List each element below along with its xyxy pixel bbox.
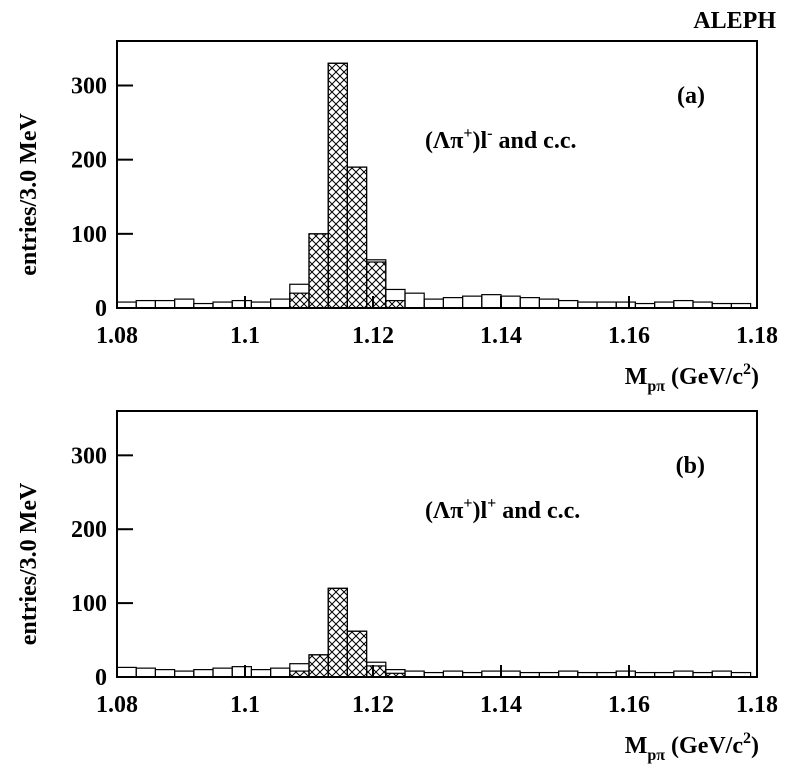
plot-frame: [116, 410, 758, 678]
channel-label-part: )l: [472, 498, 487, 524]
channel-label: (Λπ+)l- and c.c.: [425, 125, 576, 154]
channel-label-part: -: [487, 125, 492, 142]
plot-frame: [116, 40, 758, 309]
x-axis-label: Mpπ (GeV/c2): [625, 730, 759, 764]
histogram-bin: [327, 62, 349, 309]
channel-label-part: and c.c.: [496, 498, 580, 524]
histogram-bin: [250, 669, 272, 678]
x-axis-label-part: ): [751, 733, 759, 759]
x-tick-label: 1.14: [480, 323, 522, 349]
x-tick-label: 1.18: [736, 323, 778, 349]
histogram-bin: [308, 654, 329, 678]
channel-label-part: )l: [472, 128, 487, 154]
channel-label-part: (Λπ: [425, 128, 463, 154]
histogram-bin: [519, 297, 541, 309]
x-axis-label-part: M: [625, 733, 648, 759]
histogram-bin: [500, 295, 521, 309]
histogram-bin: [423, 298, 445, 309]
y-tick-label: 200: [71, 148, 107, 174]
x-axis-label-part: 2: [743, 361, 751, 378]
histogram-bin: [538, 298, 560, 309]
panel-annotation: (a): [677, 83, 705, 109]
x-tick-label: 1.08: [96, 323, 138, 349]
y-tick-label: 0: [95, 296, 107, 322]
histogram-bin: [346, 630, 368, 678]
histogram-bin: [174, 298, 195, 309]
channel-label-part: +: [463, 495, 472, 512]
histogram-bin: [673, 299, 694, 309]
histogram-bin: [135, 667, 156, 678]
y-tick-label: 200: [71, 517, 107, 543]
histogram-bin: [270, 298, 291, 309]
histogram-bin: [135, 299, 156, 309]
y-tick-label: 300: [71, 74, 107, 100]
histogram-bin: [404, 292, 425, 309]
x-axis-label-part: 2: [743, 730, 751, 747]
histogram-bin: [193, 669, 214, 678]
x-axis-label-part: (GeV/c: [665, 364, 743, 390]
histogram-bin: [557, 299, 579, 309]
histogram-bin: [308, 233, 329, 309]
histogram-bin: [231, 299, 252, 309]
y-tick-label: 300: [71, 443, 107, 469]
x-tick-label: 1.16: [608, 323, 650, 349]
histogram-bin: [366, 665, 387, 678]
histogram-bin: [481, 294, 502, 309]
x-axis-label: Mpπ (GeV/c2): [625, 361, 759, 395]
x-axis-label-part: pπ: [647, 378, 665, 395]
x-axis-label-part: (GeV/c: [665, 733, 743, 759]
x-tick-label: 1.14: [480, 692, 522, 718]
x-tick-label: 1.12: [352, 692, 394, 718]
histogram-bin: [346, 166, 368, 309]
y-tick-label: 100: [71, 222, 107, 248]
x-tick-label: 1.1: [230, 323, 260, 349]
x-axis-label-part: pπ: [647, 747, 665, 764]
histogram-bin: [327, 587, 349, 678]
histogram-bin: [116, 666, 137, 678]
x-axis-label-part: M: [625, 364, 648, 390]
y-axis-label: entries/3.0 MeV: [16, 113, 42, 276]
histogram-bin: [231, 666, 252, 678]
x-tick-label: 1.16: [608, 692, 650, 718]
channel-label-part: (Λπ: [425, 498, 463, 524]
experiment-label: ALEPH: [693, 8, 776, 34]
histogram-bin: [462, 295, 483, 309]
x-tick-label: 1.12: [352, 323, 394, 349]
channel-label-part: +: [463, 125, 472, 142]
x-tick-label: 1.08: [96, 692, 138, 718]
histogram-bin: [212, 667, 233, 678]
y-tick-label: 0: [95, 665, 107, 691]
histogram-bin: [154, 669, 176, 678]
y-axis-label: entries/3.0 MeV: [16, 482, 42, 645]
panel-annotation: (b): [676, 453, 705, 479]
histogram-bin: [442, 297, 464, 309]
histogram-bin: [366, 261, 387, 309]
channel-label-part: and c.c.: [492, 128, 576, 154]
y-tick-label: 100: [71, 591, 107, 617]
histogram-bin: [385, 299, 406, 309]
histogram-bin: [289, 292, 310, 309]
histogram-bin: [154, 299, 176, 309]
histogram-bin: [270, 667, 291, 678]
x-tick-label: 1.1: [230, 692, 260, 718]
x-tick-label: 1.18: [736, 692, 778, 718]
x-axis-label-part: ): [751, 364, 759, 390]
channel-label-part: +: [487, 495, 496, 512]
channel-label: (Λπ+)l+ and c.c.: [425, 495, 580, 524]
